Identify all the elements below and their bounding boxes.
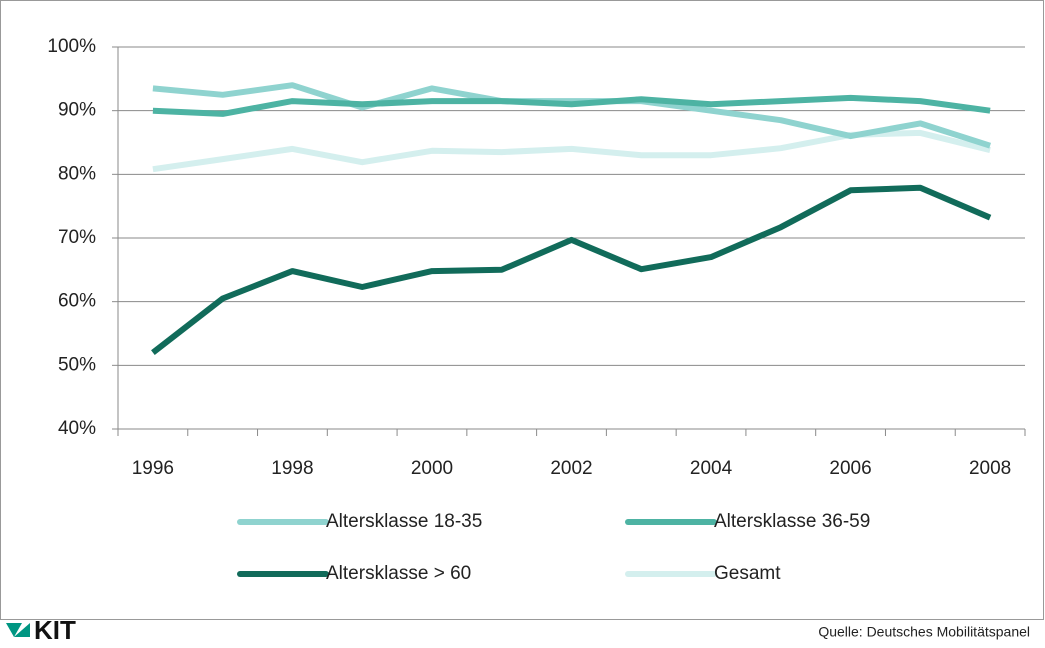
- chart-frame: [0, 0, 1044, 620]
- y-tick-label: 40%: [58, 418, 96, 439]
- legend-label: Altersklasse > 60: [326, 563, 471, 584]
- y-tick-label: 60%: [58, 291, 96, 312]
- y-tick-label: 80%: [58, 163, 96, 184]
- y-tick-label: 50%: [58, 354, 96, 375]
- x-tick-label: 1996: [132, 458, 174, 479]
- x-tick-label: 2004: [690, 458, 733, 479]
- x-tick-label: 1998: [271, 458, 313, 479]
- legend-label: Gesamt: [714, 563, 781, 584]
- legend-label: Altersklasse 18-35: [326, 511, 482, 532]
- logo-icon: [6, 623, 30, 637]
- x-tick-label: 2006: [829, 458, 871, 479]
- series-line: [152, 82, 992, 149]
- y-tick-label: 100%: [47, 36, 96, 57]
- x-tick-label: 2008: [969, 458, 1011, 479]
- y-tick-label: 90%: [58, 100, 96, 121]
- series-line: [152, 94, 991, 117]
- series-line: [151, 184, 992, 355]
- logo: KIT: [34, 615, 76, 645]
- x-tick-label: 2000: [411, 458, 453, 479]
- legend-label: Altersklasse 36-59: [714, 511, 870, 532]
- source: Quelle: Deutsches Mobilitätspanel: [818, 624, 1030, 640]
- y-tick-label: 70%: [58, 227, 96, 248]
- x-tick-label: 2002: [550, 458, 592, 479]
